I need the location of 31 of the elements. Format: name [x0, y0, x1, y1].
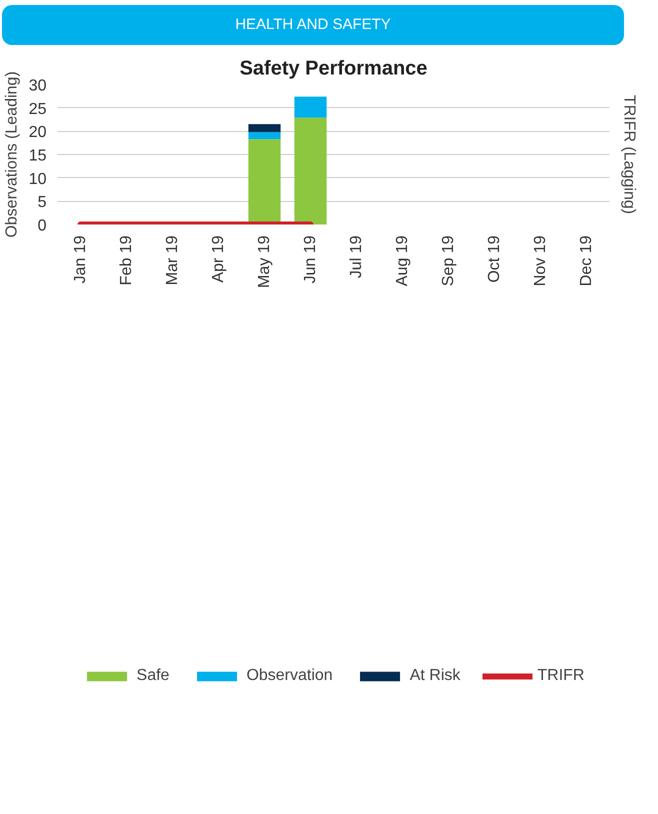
- x-tick-label: Jul 19: [348, 235, 365, 278]
- bar: [248, 124, 281, 132]
- y-tick-label: 0: [38, 218, 47, 234]
- y-tick-label: 15: [28, 148, 47, 164]
- x-tick-label: Aug 19: [394, 235, 411, 286]
- x-tick-label: Mar 19: [164, 235, 181, 286]
- bar: [294, 96, 327, 118]
- y-tick-label: 25: [28, 100, 47, 118]
- x-tick-label: Nov 19: [532, 235, 549, 286]
- legend-label: At Risk: [410, 666, 460, 684]
- y-tick-label: 20: [28, 124, 47, 142]
- legend-label: Safe: [136, 666, 170, 684]
- x-tick-label: May 19: [256, 235, 273, 288]
- chart-subtitle: Safety Performance: [240, 58, 428, 80]
- y-tick-label: 30: [28, 78, 47, 94]
- bar: [294, 118, 327, 224]
- legend-label: Observation: [246, 666, 333, 684]
- x-tick-label: Jan 19: [72, 235, 89, 284]
- y-axis-title: Observations (Leading): [4, 71, 21, 238]
- x-tick-label: Jun 19: [302, 235, 319, 284]
- bar: [248, 132, 281, 140]
- x-tick-label: Dec 19: [578, 235, 595, 286]
- x-tick-label: Apr 19: [210, 235, 227, 283]
- x-tick-label: Sep 19: [440, 235, 457, 286]
- legend-label: TRIFR: [537, 666, 584, 684]
- x-tick-label: Feb 19: [118, 235, 135, 286]
- y2-axis-title: TRIFR (Lagging): [620, 94, 638, 214]
- chart-title: HEALTH AND SAFETY: [235, 15, 391, 36]
- y-tick-label: 10: [28, 170, 47, 188]
- x-tick-label: Oct 19: [486, 235, 503, 283]
- y-tick-label: 5: [38, 194, 47, 212]
